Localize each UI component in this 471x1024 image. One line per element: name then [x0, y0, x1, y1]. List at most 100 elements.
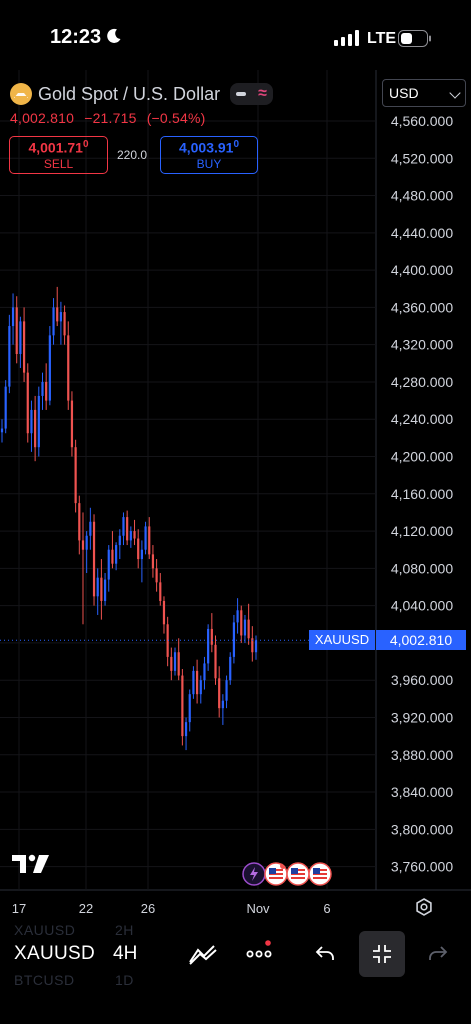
candle-body: [159, 582, 162, 601]
lightning-event-icon[interactable]: [242, 862, 266, 886]
us-flag-icon[interactable]: [308, 862, 332, 886]
indicator-toggles[interactable]: ≈: [230, 83, 273, 105]
economic-events[interactable]: [242, 862, 332, 886]
candle-body: [85, 535, 88, 550]
symbol-picker[interactable]: XAUUSD: [14, 943, 95, 964]
candle-body: [48, 335, 51, 401]
candle-body: [56, 307, 59, 322]
buy-button[interactable]: 4,003.910 BUY: [160, 136, 258, 174]
x-tick-label: 17: [12, 901, 26, 916]
y-tick-label: 4,080.000: [391, 560, 453, 576]
last-price: 4,002.810: [10, 110, 75, 126]
y-tick-label: 3,800.000: [391, 821, 453, 837]
previous-interval-ghost: 2H: [115, 922, 134, 938]
candle-body: [162, 600, 166, 625]
candle-body: [225, 680, 228, 701]
more-options-icon[interactable]: [246, 940, 274, 964]
candle-body: [19, 321, 22, 354]
y-tick-label: 3,760.000: [391, 859, 453, 875]
quote-row: 4,002.810 −21.715 (−0.54%): [10, 110, 211, 126]
network-label: LTE: [367, 30, 397, 47]
candle-body: [140, 549, 143, 560]
price-change-percent: (−0.54%): [146, 110, 206, 126]
candle-body: [173, 652, 177, 671]
sell-button[interactable]: 4,001.710 SELL: [9, 136, 108, 174]
candle-body: [177, 652, 180, 676]
y-tick-label: 4,280.000: [391, 374, 453, 390]
candle-body: [34, 409, 37, 448]
status-bar: 12:23 LTE: [0, 0, 471, 70]
gold-coin-icon: [10, 83, 32, 105]
y-tick-label: 4,120.000: [391, 523, 453, 539]
collapse-icon[interactable]: [236, 92, 247, 96]
candle-body: [45, 381, 48, 401]
signal-icon: [334, 30, 359, 46]
candle-body: [30, 409, 33, 434]
interval-picker[interactable]: 4H: [113, 943, 138, 964]
candle-body: [59, 312, 63, 322]
y-tick-label: 4,480.000: [391, 188, 453, 204]
candle-body: [118, 535, 121, 546]
candle-body: [195, 670, 199, 695]
candle-body: [188, 694, 191, 723]
candle-body: [0, 428, 4, 433]
y-tick-label: 4,320.000: [391, 337, 453, 353]
buy-label: BUY: [196, 156, 222, 171]
candle-body: [78, 503, 81, 541]
tradingview-logo[interactable]: [12, 853, 50, 875]
candle-body: [254, 640, 258, 653]
candle-body: [67, 335, 70, 401]
currency-value: USD: [389, 85, 419, 101]
y-tick-label: 4,440.000: [391, 225, 453, 241]
candle-body: [247, 619, 250, 639]
currency-select[interactable]: USD: [382, 79, 466, 107]
y-tick-label: 4,040.000: [391, 598, 453, 614]
symbol-header[interactable]: Gold Spot / U.S. Dollar ≈: [10, 82, 273, 106]
candle-body: [236, 610, 239, 623]
x-tick-label: 6: [323, 901, 330, 916]
candle-body: [199, 680, 202, 695]
candle-body: [126, 517, 129, 541]
x-tick-label: 22: [79, 901, 93, 916]
sell-label: SELL: [43, 156, 74, 171]
candle-body: [122, 517, 125, 536]
candle-body: [151, 554, 155, 569]
candle-body: [210, 628, 213, 645]
battery-icon: [398, 30, 431, 47]
last-price-tag: 4,002.810: [376, 630, 466, 650]
candlestick-chart[interactable]: 4,560.000 4,520.000 4,480.000 4,440.000 4,40…: [0, 70, 471, 920]
candle-body: [15, 307, 18, 354]
wave-icon[interactable]: ≈: [258, 85, 267, 102]
us-flag-icon[interactable]: [264, 862, 288, 886]
candle-body: [240, 610, 243, 636]
candle-body: [181, 675, 184, 737]
gear-icon[interactable]: [415, 898, 433, 916]
fullscreen-button[interactable]: [359, 931, 405, 977]
candle-body: [63, 312, 66, 336]
symbol-price-tag: XAUUSD: [309, 630, 375, 650]
candle-body: [89, 521, 92, 536]
y-tick-label: 3,920.000: [391, 709, 453, 725]
next-symbol-ghost: BTCUSD: [14, 972, 75, 988]
price-change: −21.715: [84, 110, 137, 126]
us-flag-icon[interactable]: [286, 862, 310, 886]
y-tick-label: 4,360.000: [391, 299, 453, 315]
candle-body: [221, 700, 224, 709]
sell-price: 4,001.71: [28, 139, 83, 156]
indicators-icon[interactable]: [188, 942, 218, 966]
candle-body: [137, 538, 140, 560]
candle-body: [52, 307, 55, 336]
moon-icon: [107, 28, 121, 43]
spread-value: 220.0: [117, 148, 148, 162]
y-tick-label: 4,200.000: [391, 449, 453, 465]
candle-body: [229, 656, 232, 681]
chevron-down-icon: [449, 87, 461, 99]
candle-body: [37, 395, 40, 448]
redo-icon[interactable]: [428, 943, 448, 963]
candle-body: [8, 326, 11, 387]
undo-icon[interactable]: [315, 943, 335, 963]
candle-body: [22, 321, 26, 373]
y-tick-label: 4,560.000: [391, 113, 453, 129]
y-tick-label: 4,160.000: [391, 486, 453, 502]
symbol-title[interactable]: Gold Spot / U.S. Dollar: [38, 83, 221, 104]
